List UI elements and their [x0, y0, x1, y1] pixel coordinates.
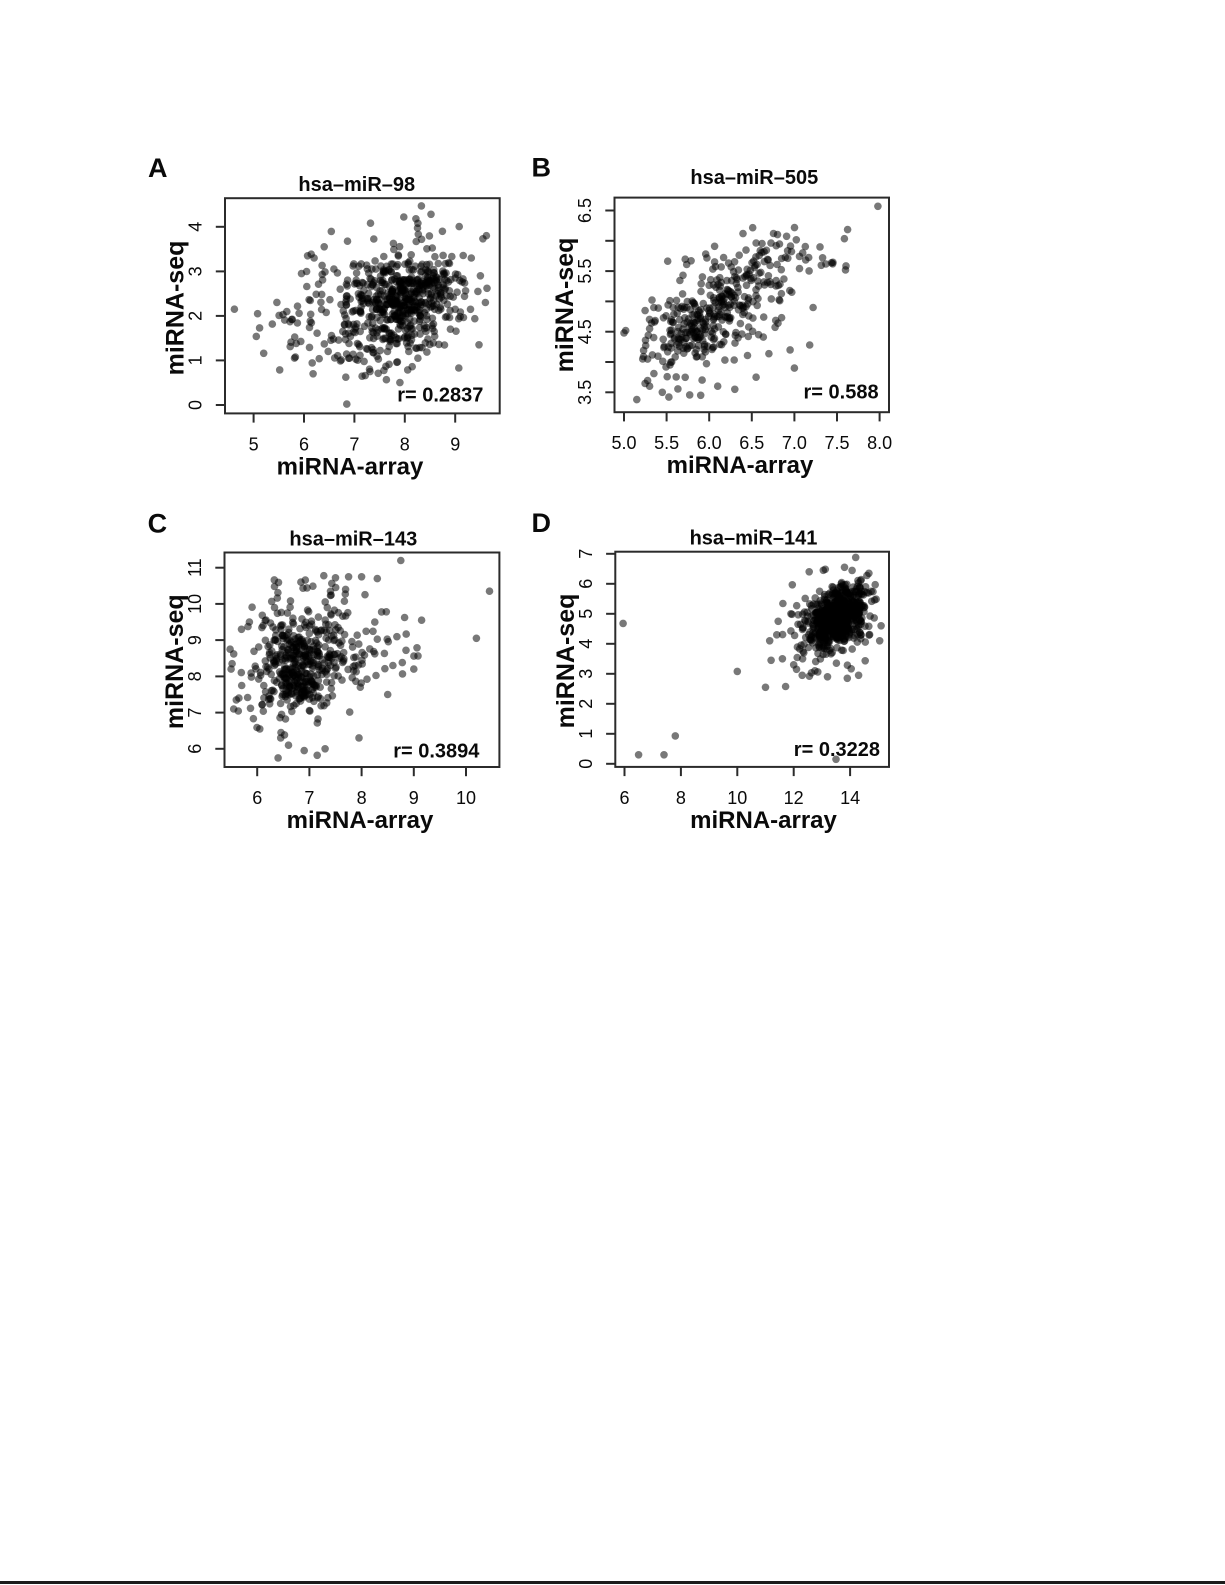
svg-text:1: 1 [576, 729, 596, 739]
svg-text:10: 10 [727, 788, 747, 808]
svg-text:hsa–miR–143: hsa–miR–143 [289, 529, 417, 551]
svg-text:hsa–miR–141: hsa–miR–141 [690, 528, 818, 550]
svg-text:7.5: 7.5 [824, 433, 849, 453]
svg-text:6: 6 [576, 579, 596, 589]
svg-text:10: 10 [185, 594, 205, 614]
svg-text:7: 7 [185, 708, 205, 718]
svg-text:r= 0.588: r= 0.588 [804, 382, 879, 404]
svg-text:B: B [532, 153, 552, 183]
svg-text:miRNA-array: miRNA-array [287, 807, 434, 834]
svg-text:10: 10 [456, 788, 476, 808]
svg-text:6.0: 6.0 [697, 433, 722, 453]
svg-text:6: 6 [619, 788, 629, 808]
svg-text:A: A [148, 153, 168, 183]
svg-text:9: 9 [185, 635, 205, 645]
svg-text:8: 8 [357, 788, 367, 808]
svg-text:9: 9 [409, 788, 419, 808]
svg-text:6: 6 [252, 788, 262, 808]
svg-text:D: D [532, 508, 552, 538]
svg-text:8: 8 [676, 788, 686, 808]
svg-text:hsa–miR–505: hsa–miR–505 [690, 167, 818, 189]
svg-text:7: 7 [349, 434, 359, 454]
svg-text:r= 0.3228: r= 0.3228 [794, 739, 880, 761]
svg-text:5.5: 5.5 [575, 259, 595, 284]
svg-text:miRNA-array: miRNA-array [690, 807, 837, 834]
svg-text:r= 0.2837: r= 0.2837 [397, 385, 483, 407]
svg-text:11: 11 [185, 558, 205, 577]
svg-text:7: 7 [576, 549, 596, 559]
svg-text:5: 5 [249, 434, 259, 454]
svg-text:5: 5 [576, 609, 596, 619]
svg-text:miRNA-seq: miRNA-seq [551, 238, 579, 373]
svg-text:3: 3 [186, 266, 206, 276]
svg-text:4: 4 [576, 639, 596, 649]
svg-text:6.5: 6.5 [739, 433, 764, 453]
svg-text:0: 0 [186, 400, 206, 410]
svg-text:3: 3 [576, 669, 596, 679]
svg-text:8.0: 8.0 [867, 433, 892, 453]
svg-text:5.5: 5.5 [654, 433, 679, 453]
svg-text:6.5: 6.5 [575, 198, 595, 223]
svg-text:4: 4 [186, 222, 206, 232]
svg-text:miRNA-array: miRNA-array [277, 453, 424, 480]
svg-text:2: 2 [186, 311, 206, 321]
svg-text:9: 9 [450, 434, 460, 454]
svg-text:6: 6 [185, 744, 205, 754]
svg-text:12: 12 [784, 788, 804, 808]
svg-text:r= 0.3894: r= 0.3894 [393, 741, 480, 763]
svg-text:7: 7 [304, 788, 314, 808]
svg-text:C: C [148, 509, 168, 539]
svg-text:miRNA-array: miRNA-array [667, 452, 814, 479]
svg-text:hsa–miR–98: hsa–miR–98 [298, 174, 415, 196]
svg-text:miRNA-seq: miRNA-seq [162, 241, 190, 376]
svg-text:7.0: 7.0 [782, 433, 807, 453]
svg-text:8: 8 [400, 434, 410, 454]
svg-text:3.5: 3.5 [575, 380, 595, 405]
svg-text:8: 8 [185, 671, 205, 681]
svg-text:0: 0 [576, 759, 596, 769]
svg-text:6: 6 [299, 434, 309, 454]
svg-text:miRNA-seq: miRNA-seq [161, 594, 189, 729]
svg-text:4.5: 4.5 [575, 319, 595, 344]
svg-text:miRNA-seq: miRNA-seq [552, 594, 580, 729]
svg-text:2: 2 [576, 699, 596, 709]
svg-text:5.0: 5.0 [611, 433, 636, 453]
svg-text:14: 14 [840, 788, 860, 808]
svg-text:1: 1 [186, 355, 206, 365]
